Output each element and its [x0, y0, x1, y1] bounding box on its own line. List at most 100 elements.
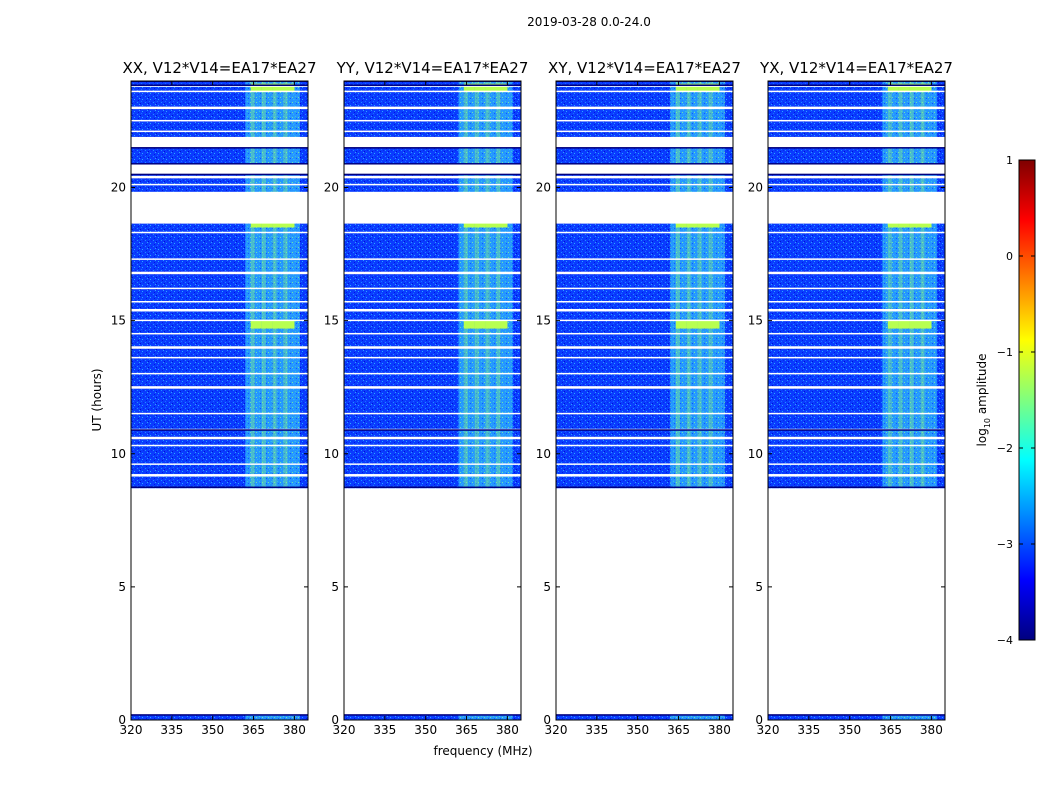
rfi-burst [250, 83, 262, 92]
panel-title: YX, V12*V14=EA17*EA27 [759, 59, 953, 77]
rfi-burst [697, 222, 709, 228]
flag-line [131, 372, 308, 375]
flag-line [131, 332, 308, 335]
flag-line [768, 221, 945, 224]
dark-line [131, 486, 308, 489]
flag-line [131, 119, 308, 122]
rfi-channel [463, 81, 468, 489]
y-tick-label: 5 [543, 580, 551, 594]
blank-range [556, 163, 733, 175]
flag-line [768, 463, 945, 465]
rfi-burst [250, 222, 262, 228]
blank-range [768, 136, 945, 148]
y-axis-label: UT (hours) [90, 368, 104, 431]
blank-range [344, 136, 521, 148]
x-tick-label: 335 [373, 723, 396, 737]
rfi-channel [261, 81, 266, 489]
dark-line [344, 84, 521, 86]
rfi-burst [675, 320, 687, 329]
colorbar-tick-label: −4 [997, 634, 1013, 647]
flag-line [344, 356, 521, 359]
flag-line [768, 106, 945, 110]
dark-line [556, 147, 733, 149]
rfi-channel [675, 81, 680, 489]
flag-line [131, 130, 308, 133]
data-block [556, 714, 733, 720]
x-axis-label: frequency (MHz) [433, 744, 532, 758]
flag-line [344, 372, 521, 375]
flag-line [556, 356, 733, 359]
flag-line [344, 231, 521, 234]
flag-line [131, 258, 308, 260]
flag-line [344, 85, 521, 87]
panel-frame [130, 80, 309, 721]
dark-line [556, 714, 733, 716]
flag-line [768, 183, 945, 186]
rfi-channel [686, 81, 691, 489]
rfi-burst [675, 222, 687, 228]
y-tick-label: 20 [111, 181, 126, 195]
y-tick-label: 20 [324, 181, 339, 195]
flag-line [344, 308, 521, 312]
flag-line [556, 258, 733, 260]
flag-line [344, 332, 521, 335]
x-tick-label: 320 [333, 723, 356, 737]
flag-line [768, 191, 945, 194]
flag-line [556, 463, 733, 465]
dark-line [768, 163, 945, 165]
rfi-band [882, 714, 937, 720]
flag-line [344, 271, 521, 275]
flag-line [131, 412, 308, 415]
dark-line [768, 429, 945, 431]
rfi-burst [909, 83, 921, 92]
rfi-burst [272, 83, 284, 92]
x-tick-label: 335 [797, 723, 820, 737]
rfi-band [245, 714, 300, 720]
rfi-burst [909, 320, 921, 329]
panel-frame [343, 80, 522, 721]
rfi-channel [898, 81, 903, 489]
flag-line [556, 191, 733, 194]
x-tick-label: 380 [283, 723, 306, 737]
flag-line [556, 231, 733, 234]
spectrogram-panel: YX, V12*V14=EA17*EA27 320 335 350 365 380 0 5 10… [748, 59, 953, 737]
flag-line [131, 308, 308, 312]
x-tick-label: 335 [160, 723, 183, 737]
data-block [131, 714, 308, 720]
rfi-burst [272, 320, 284, 329]
rfi-burst [708, 83, 720, 92]
rfi-burst [708, 222, 720, 228]
flag-line [344, 175, 521, 179]
rfi-burst [474, 83, 486, 92]
dark-line [556, 84, 733, 86]
rfi-burst [697, 320, 709, 329]
flag-line [131, 474, 308, 477]
rfi-band [670, 714, 725, 720]
rfi-burst [485, 320, 497, 329]
flag-line [556, 332, 733, 335]
x-tick-label: 365 [455, 723, 478, 737]
colorbar-tick-label: 0 [1006, 250, 1013, 263]
flag-line [344, 221, 521, 224]
flag-line [768, 386, 945, 389]
flag-line [768, 332, 945, 335]
dark-line [131, 147, 308, 149]
rfi-burst [261, 222, 273, 228]
rfi-burst [250, 320, 262, 329]
flag-line [768, 175, 945, 179]
flag-line [768, 412, 945, 415]
rfi-channel [250, 81, 255, 489]
dark-line [556, 486, 733, 489]
x-tick-label: 380 [496, 723, 519, 737]
rfi-band [458, 714, 513, 720]
rfi-burst [261, 83, 273, 92]
colorbar-label: log10 amplitude [975, 354, 992, 447]
flag-line [131, 90, 308, 93]
flag-line [768, 271, 945, 275]
colorbar-tick-label: 1 [1006, 154, 1013, 167]
dark-line [344, 486, 521, 489]
flag-line [344, 106, 521, 110]
rfi-burst [898, 320, 910, 329]
dark-line [768, 147, 945, 149]
